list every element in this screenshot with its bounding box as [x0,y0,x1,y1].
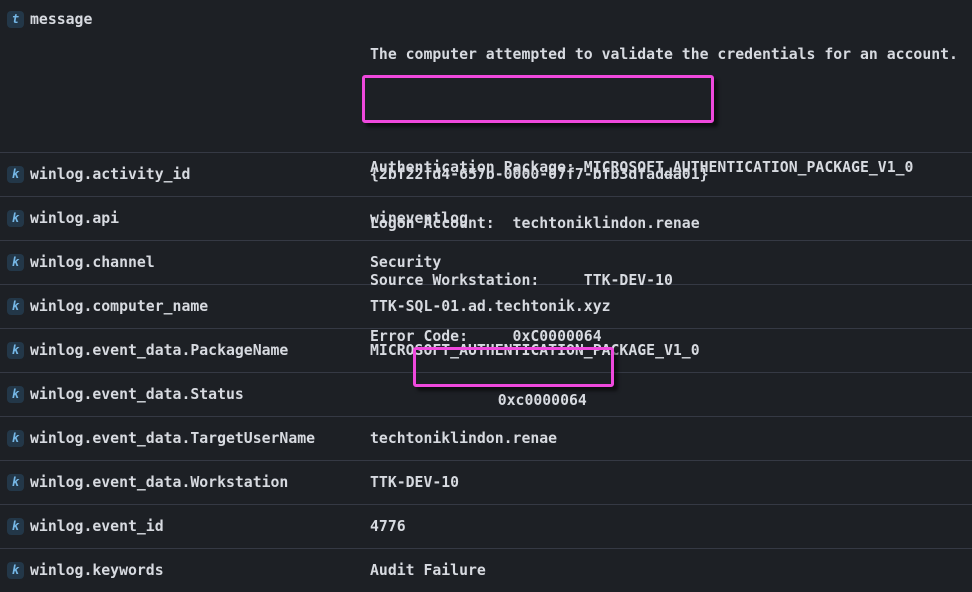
message-line [370,100,972,122]
field-name: winlog.keywords [30,562,164,579]
table-row-winlog-event-data-packagename: k winlog.event_data.PackageName MICROSOF… [0,328,972,372]
field-name: message [30,11,93,28]
field-type-keyword-icon: k [7,254,24,271]
field-type-keyword-icon: k [7,474,24,491]
field-name: winlog.event_data.TargetUserName [30,430,316,447]
message-line: Source Workstation: TTK-DEV-10 [370,271,673,289]
field-type-keyword-icon: k [7,342,24,359]
field-type-keyword-icon: k [7,210,24,227]
table-row-winlog-activity-id: k winlog.activity_id {2bf22fd4-657b-0000… [0,152,972,196]
field-value: Audit Failure [370,562,486,579]
field-name: winlog.channel [30,254,155,271]
field-cell: k winlog.activity_id [0,166,360,183]
field-type-keyword-icon: k [7,518,24,535]
field-value-status: 0xc0000064 [360,330,972,460]
field-cell: k winlog.keywords [0,562,360,579]
field-name: winlog.event_data.PackageName [30,342,289,359]
message-line: Authentication Package: MICROSOFT_AUTHEN… [370,158,914,176]
field-cell: k winlog.event_id [0,518,360,535]
field-name: winlog.api [30,210,120,227]
field-name: winlog.computer_name [30,298,209,315]
field-name: winlog.event_id [30,518,164,535]
table-row-winlog-api: k winlog.api wineventlog [0,196,972,240]
message-line: The computer attempted to validate the c… [370,46,958,63]
message-line: Error Code: 0xC0000064 [370,328,602,346]
table-row-winlog-channel: k winlog.channel Security [0,240,972,284]
field-cell: k winlog.computer_name [0,298,360,315]
field-name: winlog.event_data.Workstation [30,474,289,491]
table-row-winlog-computer-name: k winlog.computer_name TTK-SQL-01.ad.tec… [0,284,972,328]
table-row-message: t message The computer attempted to vali… [0,0,972,345]
field-value: wineventlog [370,210,468,227]
field-name: winlog.event_data.Status [30,386,244,403]
field-value: 0xc0000064 [497,391,587,409]
table-row-winlog-event-data-workstation: k winlog.event_data.Workstation TTK-DEV-… [0,460,972,504]
message-line: Logon Account: techtoniklindon.renae [370,215,700,233]
field-cell: k winlog.event_data.TargetUserName [0,430,360,447]
field-type-keyword-icon: k [7,430,24,447]
field-type-keyword-icon: k [7,562,24,579]
field-value: Security [370,254,442,271]
field-cell: k winlog.event_data.PackageName [0,342,360,359]
field-type-text-icon: t [7,11,24,28]
annotation-highlight-box: 0xc0000064 [413,346,614,409]
field-cell: k winlog.channel [0,254,360,271]
field-type-keyword-icon: k [7,166,24,183]
table-row-winlog-event-data-targetusername: k winlog.event_data.TargetUserName techt… [0,416,972,460]
table-row-winlog-event-id: k winlog.event_id 4776 [0,504,972,548]
field-value: TTK-SQL-01.ad.techtonik.xyz [370,298,611,315]
field-cell: t message [0,0,360,28]
field-value: TTK-DEV-10 [370,474,460,491]
table-row-winlog-event-data-status: k winlog.event_data.Status 0xc0000064 [0,346,972,416]
table-row-winlog-keywords: k winlog.keywords Audit Failure [0,548,972,592]
field-cell: k winlog.event_data.Status [0,386,360,403]
field-cell: k winlog.event_data.Workstation [0,474,360,491]
field-cell: k winlog.api [0,210,360,227]
field-value: MICROSOFT_AUTHENTICATION_PACKAGE_V1_0 [370,342,700,359]
field-value: techtoniklindon.renae [370,430,558,447]
field-type-keyword-icon: k [7,298,24,315]
field-name: winlog.activity_id [30,166,191,183]
field-value: {2bf22fd4-657b-0000-07f7-bfb3dfadda01} [370,166,709,183]
field-type-keyword-icon: k [7,386,24,403]
field-value: 4776 [370,518,406,535]
